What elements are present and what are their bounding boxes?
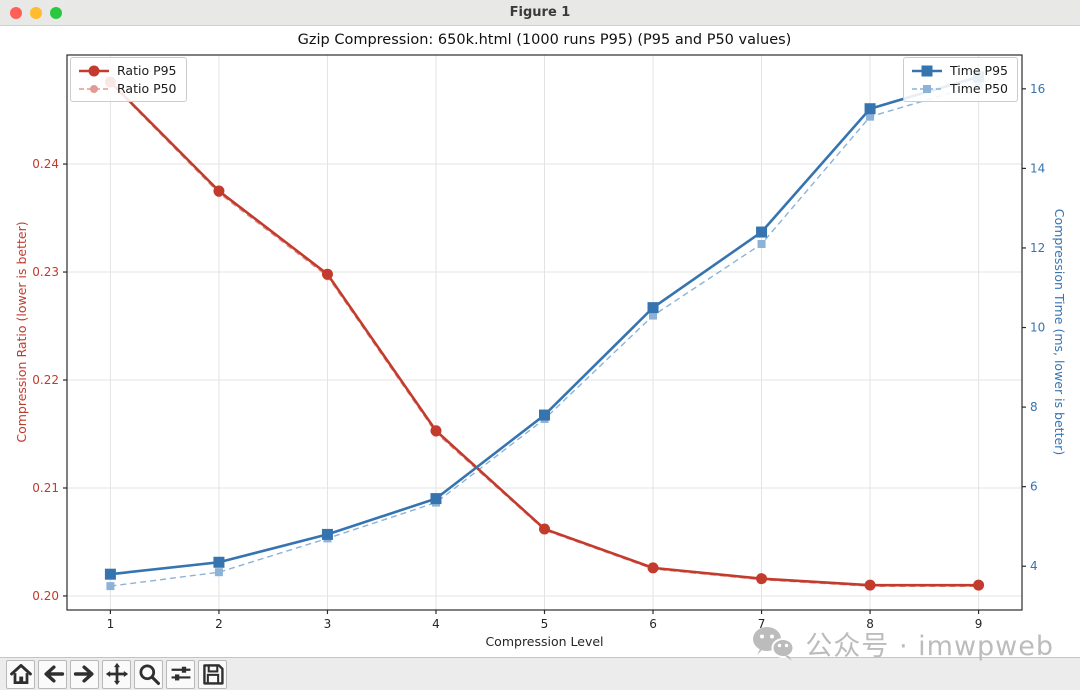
svg-text:0.20: 0.20 bbox=[32, 589, 59, 603]
x-axis-label: Compression Level bbox=[485, 634, 604, 649]
magnifier-icon bbox=[138, 664, 160, 685]
fullscreen-button[interactable] bbox=[50, 7, 62, 19]
legend-item-ratio-p50: Ratio P50 bbox=[78, 81, 177, 96]
right-y-axis-label: Compression Time (ms, lower is better) bbox=[1052, 208, 1067, 456]
minimize-button[interactable] bbox=[30, 7, 42, 19]
watermark: 公众号 · imwpweb bbox=[751, 624, 1054, 663]
svg-text:0.21: 0.21 bbox=[32, 481, 59, 495]
sliders-icon bbox=[171, 666, 190, 681]
svg-text:0.24: 0.24 bbox=[32, 157, 59, 171]
time-p50-swatch-icon bbox=[911, 84, 942, 93]
legend-label: Ratio P95 bbox=[117, 63, 177, 78]
window-title: Figure 1 bbox=[509, 5, 571, 20]
forward-button[interactable] bbox=[70, 659, 99, 689]
watermark-text: 公众号 · imwpweb bbox=[805, 631, 1054, 662]
zoom-button[interactable] bbox=[134, 659, 163, 689]
svg-text:12: 12 bbox=[1030, 241, 1045, 255]
left-y-axis-label: Compression Ratio (lower is better) bbox=[14, 221, 29, 443]
navigation-toolbar bbox=[0, 657, 1080, 690]
legend-ratio: Ratio P95 Ratio P50 bbox=[70, 57, 187, 102]
close-button[interactable] bbox=[10, 7, 22, 19]
svg-text:4: 4 bbox=[1030, 559, 1038, 573]
pan-button[interactable] bbox=[102, 659, 131, 689]
save-floppy-icon bbox=[202, 664, 224, 685]
legend-item-time-p50: Time P50 bbox=[911, 81, 1008, 96]
svg-text:14: 14 bbox=[1030, 161, 1045, 175]
svg-text:8: 8 bbox=[1030, 400, 1038, 414]
pan-move-icon bbox=[105, 662, 128, 686]
ratio-p50-swatch-icon bbox=[79, 84, 109, 93]
svg-text:10: 10 bbox=[1030, 321, 1045, 335]
wechat-icon bbox=[753, 626, 795, 661]
svg-text:5: 5 bbox=[541, 617, 549, 631]
back-button[interactable] bbox=[38, 659, 67, 689]
svg-text:2: 2 bbox=[215, 617, 223, 631]
ratio-p95-swatch-icon bbox=[79, 65, 109, 76]
legend-label: Time P50 bbox=[949, 81, 1008, 96]
back-arrow-icon bbox=[43, 665, 64, 683]
svg-text:9: 9 bbox=[975, 617, 983, 631]
svg-text:3: 3 bbox=[324, 617, 332, 631]
svg-text:4: 4 bbox=[432, 617, 440, 631]
svg-text:6: 6 bbox=[649, 617, 657, 631]
svg-text:0.23: 0.23 bbox=[32, 265, 59, 279]
legend-label: Time P95 bbox=[949, 63, 1008, 78]
svg-text:7: 7 bbox=[758, 617, 766, 631]
home-icon bbox=[9, 663, 32, 684]
chart-title: Gzip Compression: 650k.html (1000 runs P… bbox=[297, 32, 792, 48]
legend-item-ratio-p95: Ratio P95 bbox=[78, 63, 177, 78]
svg-text:1: 1 bbox=[107, 617, 115, 631]
forward-arrow-icon bbox=[73, 665, 94, 683]
svg-text:0.22: 0.22 bbox=[32, 373, 59, 387]
configure-subplots-button[interactable] bbox=[166, 659, 195, 689]
legend-time: Time P95 Time P50 bbox=[902, 57, 1018, 102]
legend-item-time-p95: Time P95 bbox=[911, 63, 1008, 78]
home-button[interactable] bbox=[6, 659, 35, 689]
save-button[interactable] bbox=[198, 659, 227, 689]
time-p95-swatch-icon bbox=[911, 65, 942, 76]
titlebar: Figure 1 bbox=[0, 0, 1080, 26]
svg-text:16: 16 bbox=[1030, 82, 1045, 96]
figure-canvas[interactable]: 0.20 0.21 0.22 0.23 0.24 4 6 8 10 12 14 16 1 2 3 4 5 6 7 8 9… bbox=[0, 26, 1080, 662]
svg-text:6: 6 bbox=[1030, 480, 1038, 494]
legend-label: Ratio P50 bbox=[117, 81, 177, 96]
svg-text:8: 8 bbox=[866, 617, 874, 631]
